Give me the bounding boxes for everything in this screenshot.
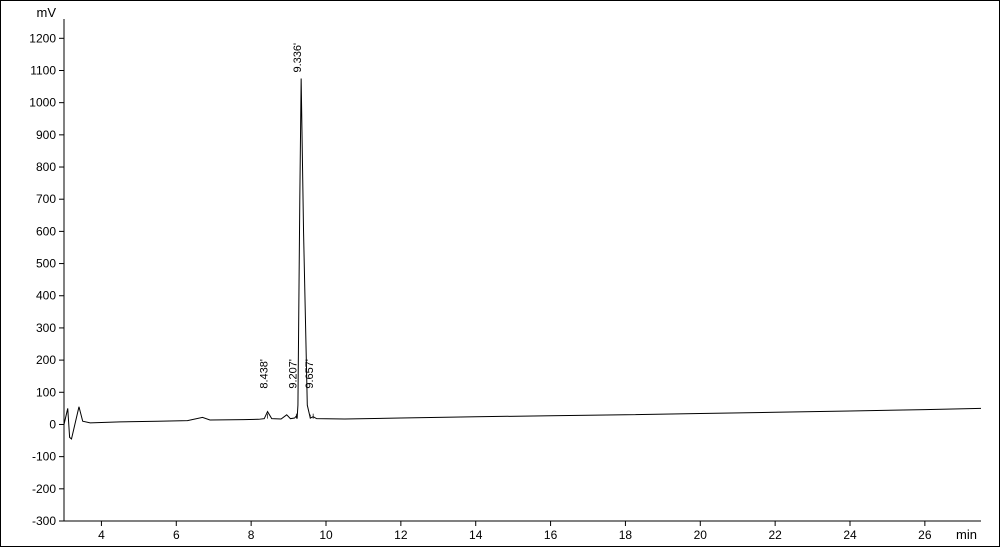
x-tick-label: 16 [544, 528, 558, 542]
y-tick-label: 200 [36, 353, 56, 367]
y-tick-label: 0 [49, 417, 56, 431]
x-tick-label: 14 [469, 528, 483, 542]
y-tick-label: 700 [36, 192, 56, 206]
y-tick-label: -300 [32, 514, 56, 528]
peak-label: 9.207' [287, 359, 299, 389]
y-tick-label: 300 [36, 321, 56, 335]
x-tick-label: 24 [843, 528, 857, 542]
y-tick-label: 500 [36, 257, 56, 271]
peak-label: 9.657' [304, 359, 316, 389]
y-tick-label: 1200 [29, 31, 56, 45]
y-tick-label: -100 [32, 450, 56, 464]
y-tick-label: 900 [36, 128, 56, 142]
y-tick-label: 1000 [29, 96, 56, 110]
x-tick-label: 26 [918, 528, 932, 542]
x-tick-label: 10 [319, 528, 333, 542]
x-tick-label: 12 [394, 528, 408, 542]
x-tick-label: 8 [248, 528, 255, 542]
y-tick-label: 1100 [30, 63, 56, 77]
x-tick-label: 18 [619, 528, 633, 542]
peak-label: 9.336' [292, 43, 304, 73]
x-tick-label: 4 [98, 528, 105, 542]
y-tick-label: 600 [36, 224, 56, 238]
x-tick-label: 6 [173, 528, 180, 542]
y-tick-label: 800 [36, 160, 56, 174]
y-tick-label: -200 [32, 482, 56, 496]
x-tick-label: 22 [768, 528, 782, 542]
y-tick-label: 400 [36, 289, 56, 303]
chart-svg: -300 -200 -100 0 100 200 300 400 500 600 700 800 900… [1, 1, 999, 546]
x-axis-unit: min [956, 527, 977, 542]
chromatogram-chart: -300 -200 -100 0 100 200 300 400 500 600 700 800 900… [0, 0, 1000, 547]
chromatogram-trace [64, 79, 981, 439]
x-tick-label: 20 [694, 528, 708, 542]
peak-label: 8.438' [259, 359, 271, 389]
y-tick-label: 100 [36, 385, 56, 399]
y-axis-unit: mV [37, 5, 57, 20]
